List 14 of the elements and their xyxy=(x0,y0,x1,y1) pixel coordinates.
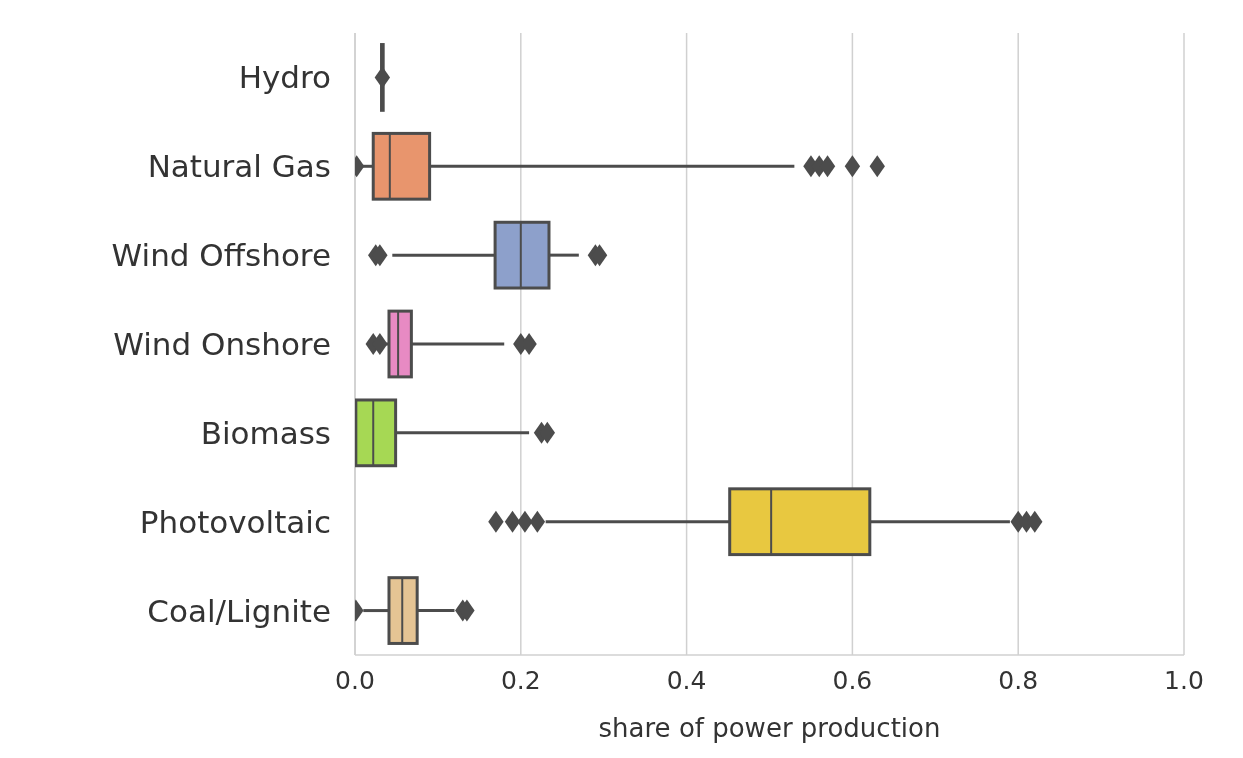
x-tick-label: 0.6 xyxy=(832,665,873,695)
x-tick-label: 1.0 xyxy=(1164,665,1204,695)
x-tick-label: 0.4 xyxy=(666,665,707,695)
y-tick-label: Coal/Lignite xyxy=(147,592,331,629)
x-tick-label: 0.0 xyxy=(335,665,375,695)
y-tick-label: Biomass xyxy=(200,414,331,451)
x-axis-title: share of power production xyxy=(598,713,941,743)
y-tick-label: Photovoltaic xyxy=(139,503,331,540)
y-tick-label: Natural Gas xyxy=(147,148,331,185)
y-tick-label: Wind Onshore xyxy=(113,326,331,363)
x-tick-label: 0.8 xyxy=(998,665,1039,695)
y-tick-label: Hydro xyxy=(238,59,331,96)
x-tick-label: 0.2 xyxy=(500,665,541,695)
y-tick-label: Wind Offshore xyxy=(111,237,331,274)
